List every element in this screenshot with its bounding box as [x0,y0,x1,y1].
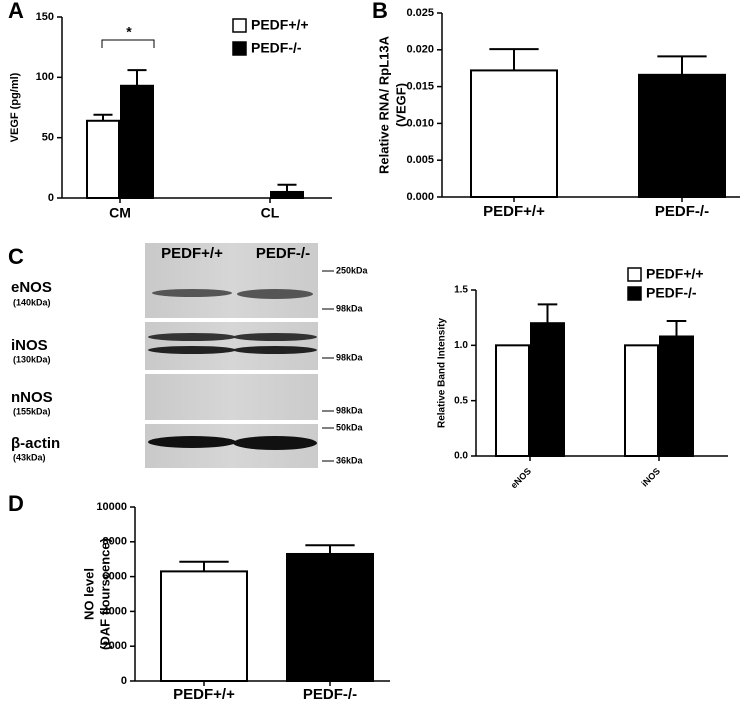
y-tick-label: 10000 [96,501,127,513]
x-tick-label: iNOS [639,466,662,489]
panel-label: B [372,0,388,23]
y-tick-label: 0.010 [406,117,434,129]
protein-label: nNOS [11,389,53,406]
marker-label: 98kDa [336,303,364,313]
y-tick-label: 100 [36,71,54,83]
blot-strip [145,322,318,370]
bar [495,344,530,458]
bar [638,73,726,198]
x-tick-label: eNOS [509,466,533,490]
protein-size: (155kDa) [13,406,51,416]
y-tick-label: 50 [42,132,54,144]
y-tick-label: 2000 [103,640,127,652]
y-tick-label: 0.000 [406,191,434,203]
y-tick-label: 6000 [103,571,127,583]
y-tick-label: 0.5 [454,395,468,406]
bar [624,344,659,458]
bar [530,322,565,458]
protein-size: (130kDa) [13,354,51,364]
bar [286,552,374,682]
bar [270,190,304,199]
legend-swatch [232,18,247,33]
lane-label: PEDF-/- [256,245,310,262]
blot-band [233,333,317,341]
legend-label: PEDF+/+ [251,17,309,33]
panel-label: D [8,491,24,516]
y-tick-label: 0 [48,192,54,204]
protein-label: eNOS [11,279,52,296]
x-tick-label: CL [261,205,280,221]
legend-swatch [627,267,642,282]
x-tick-label: CM [109,205,131,221]
legend-swatch [627,286,642,301]
x-tick-label: PEDF-/- [655,203,709,220]
x-tick-label: PEDF-/- [303,686,357,703]
protein-label: iNOS [11,337,48,354]
bar [120,84,154,199]
protein-size: (43kDa) [13,452,46,462]
blot-band [148,346,236,354]
blot-band [148,333,236,341]
y-tick-label: 4000 [103,605,127,617]
y-tick-label: 150 [36,11,54,23]
marker-label: 250kDa [336,265,369,275]
x-tick-label: PEDF+/+ [173,686,235,703]
marker-label: 98kDa [336,405,364,415]
legend-label: PEDF+/+ [646,266,704,282]
bar [659,335,694,458]
y-tick-label: 0.0 [454,451,468,462]
y-axis-label: VEGF (pg/ml) [9,72,21,142]
protein-size: (140kDa) [13,297,51,307]
y-axis-label: NO level [81,568,96,620]
y-axis-label: (DAF flourscence) [97,538,112,650]
marker-label: 50kDa [336,422,364,432]
blot-band [233,436,317,450]
y-tick-label: 0.025 [406,7,434,19]
y-tick-label: 1.5 [454,285,468,296]
blot-band [148,436,236,448]
y-axis-label: Relative RNA/ RpL13A [376,35,391,174]
y-tick-label: 1.0 [454,340,468,351]
lane-label: PEDF+/+ [161,245,223,262]
y-tick-label: 0.005 [406,154,434,166]
legend-label: PEDF-/- [646,285,697,301]
marker-label: 36kDa [336,455,364,465]
western-blot: C PEDF+/+ PEDF-/- eNOS(140kDa) 250kDa 98kDa iN… [8,243,369,468]
bar [470,69,558,198]
significance-bracket [101,39,155,48]
y-tick-label: 0.015 [406,81,434,93]
blot-band [233,346,317,354]
x-tick-label: PEDF+/+ [483,203,545,220]
protein-label: β-actin [11,435,60,452]
blot-strip [145,243,318,318]
panel-label: A [8,0,24,23]
blot-band [152,289,232,297]
y-tick-label: 8000 [103,536,127,548]
bar [160,570,248,683]
panel-label: C [8,244,24,269]
legend-label: PEDF-/- [251,40,302,56]
blot-band [237,289,313,299]
legend-swatch [232,41,247,56]
y-axis-label: (VEGF) [393,83,408,127]
marker-label: 98kDa [336,352,364,362]
y-tick-label: 0.020 [406,44,434,56]
y-axis-label: Relative Band Intensity [437,318,448,428]
blot-strip [145,374,318,420]
y-tick-label: 0 [121,675,127,687]
annotation: * [126,24,132,40]
bar [86,119,120,199]
